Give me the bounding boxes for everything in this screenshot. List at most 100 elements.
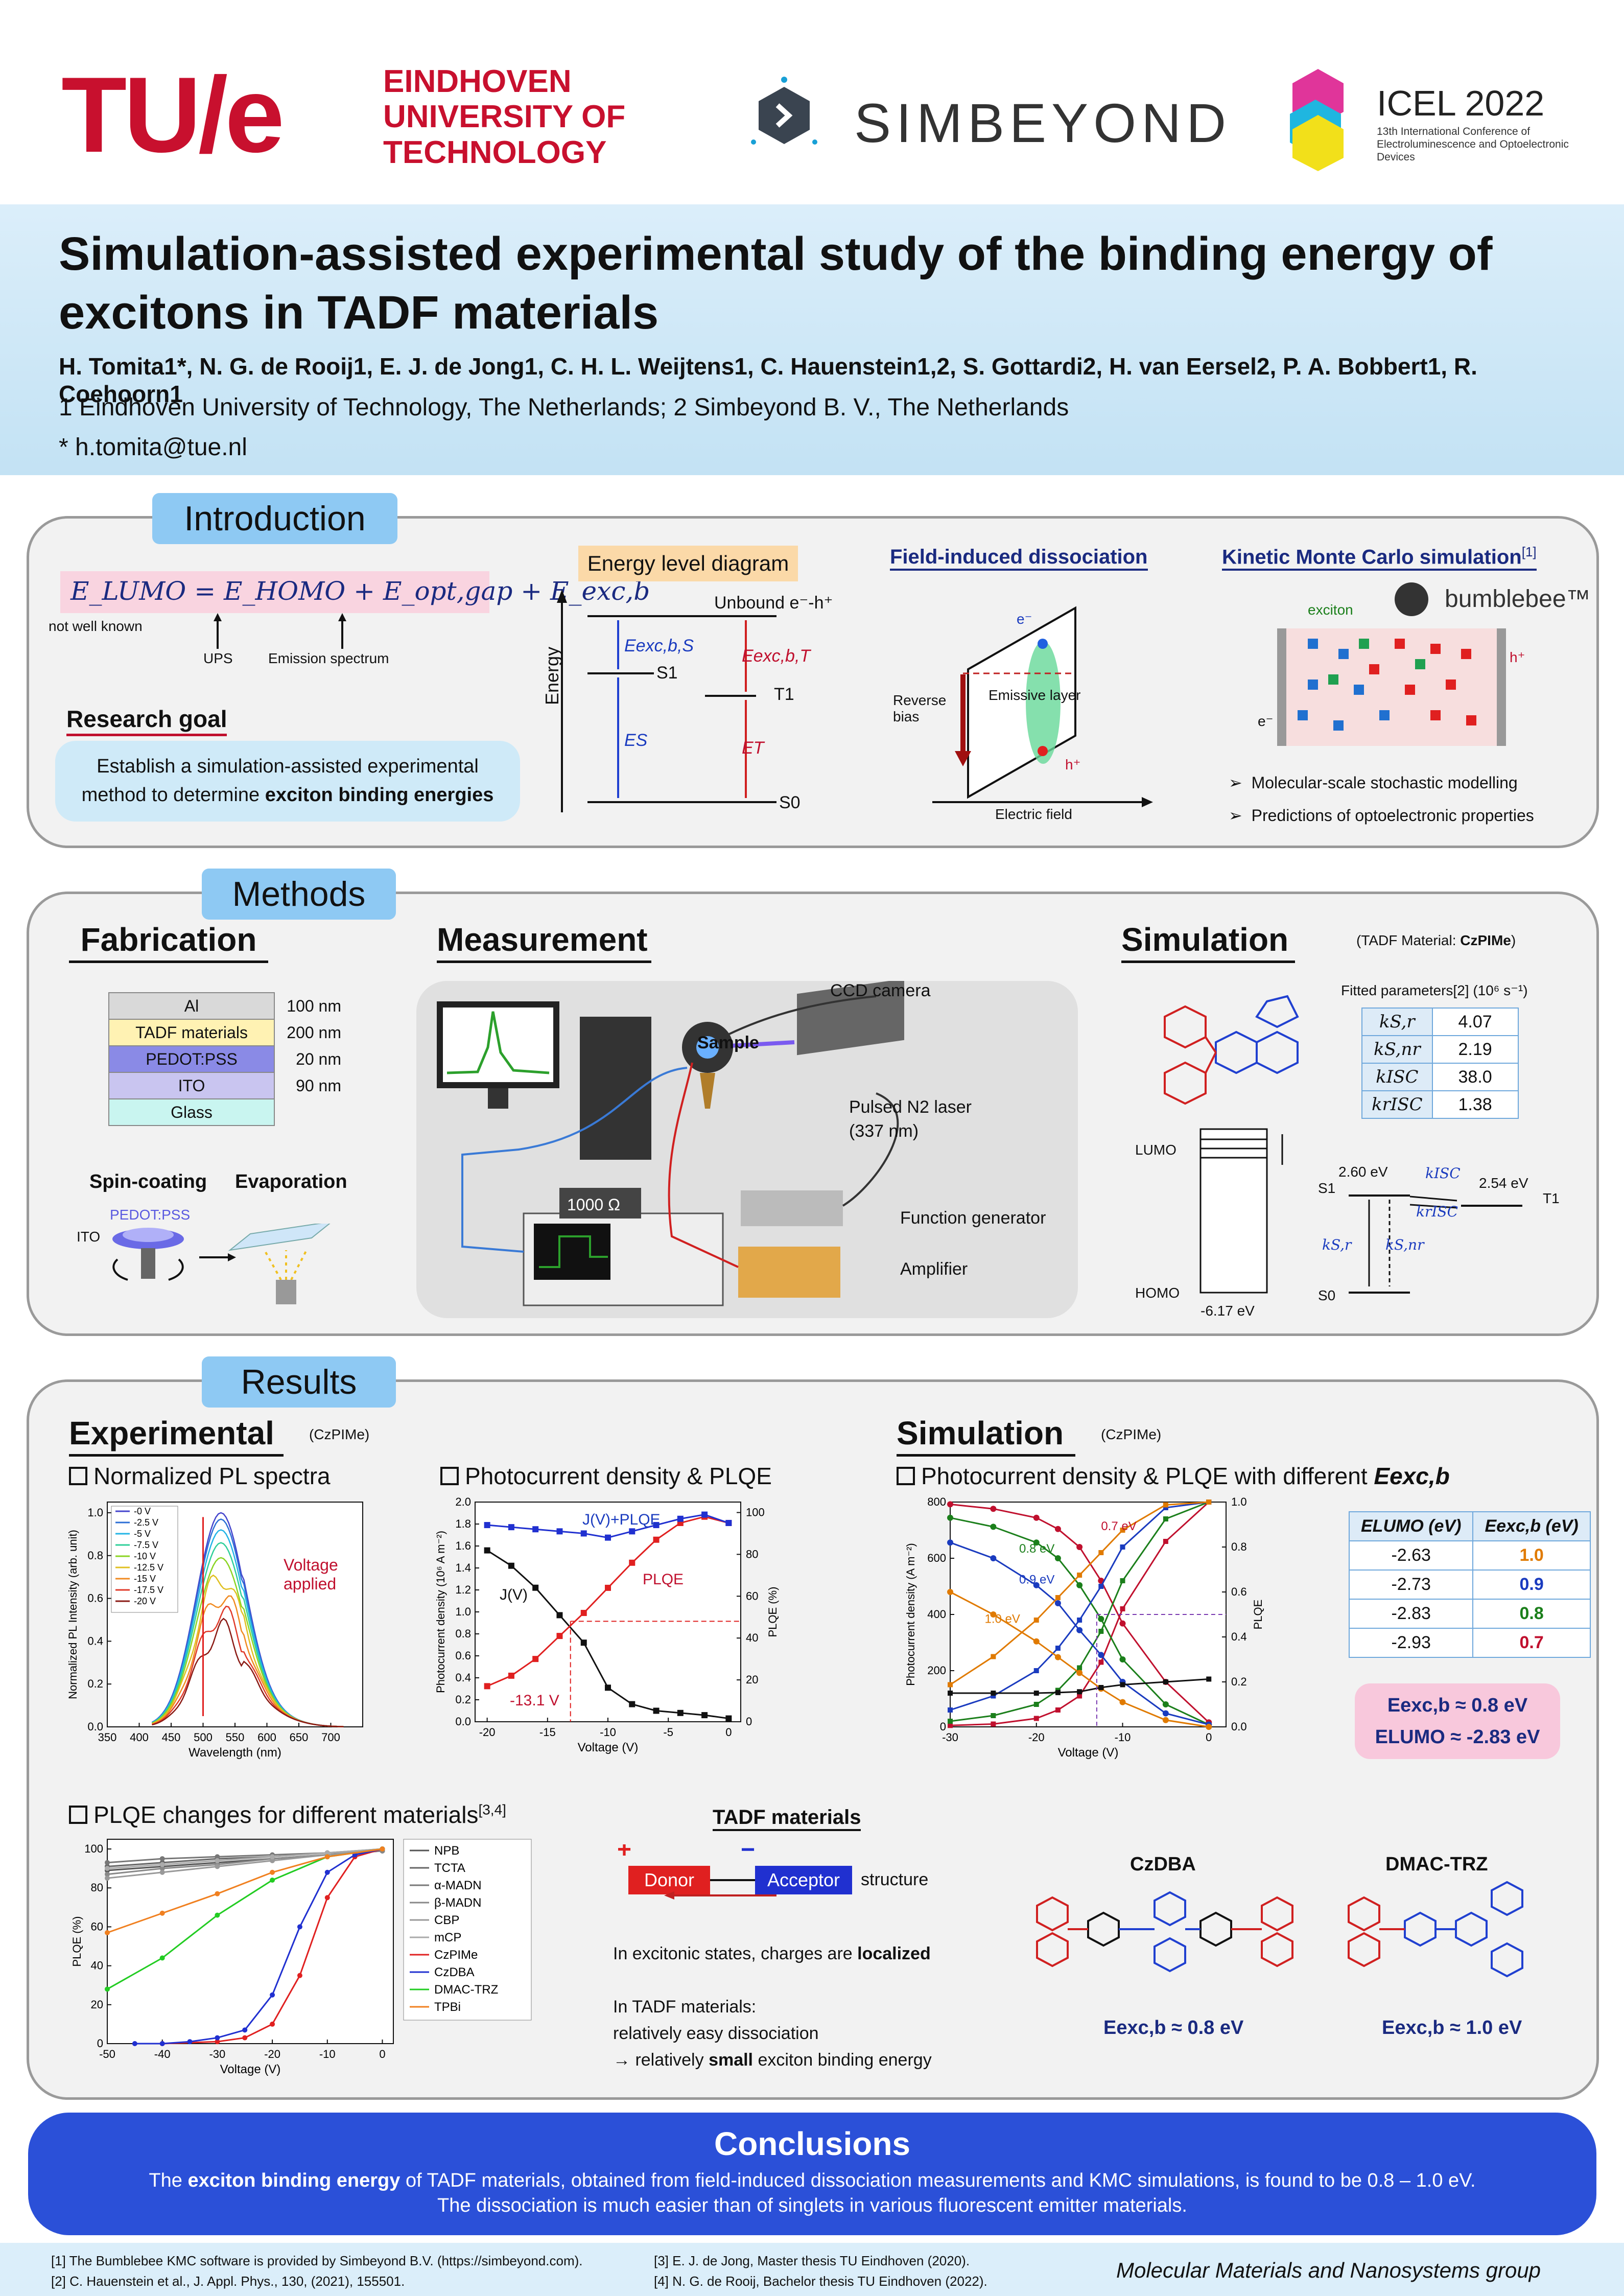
plqe-series-point	[270, 1992, 275, 1998]
sim-j-point	[1077, 1693, 1082, 1699]
conclusions-heading: Conclusions	[714, 2125, 911, 2162]
ups-label: UPS	[203, 650, 233, 666]
sim-j-point	[1098, 1629, 1104, 1634]
simbeyond-name: SIMBEYOND	[854, 92, 1232, 154]
dmac-trz-structure	[1348, 1881, 1523, 1978]
plqe-series-point	[105, 1871, 110, 1877]
fid-reverse-label: Reverse bias	[893, 692, 947, 724]
plqe-series-point	[324, 1895, 330, 1901]
simulation-heading: Simulation	[1121, 921, 1295, 963]
sim-plqe-point	[947, 1539, 953, 1546]
x-axis-label: Voltage (V)	[578, 1741, 639, 1754]
y-tick-label: 0.0	[455, 1715, 471, 1728]
y-tick-label: 0.2	[87, 1677, 103, 1690]
donor-acceptor-diagram: + −	[617, 1844, 776, 1900]
plqe-series-point	[105, 1860, 110, 1865]
plqe-series-point	[105, 1986, 110, 1992]
x-tick-label: -10	[600, 1726, 616, 1739]
poster-title: Simulation-assisted experimental study o…	[59, 228, 1493, 339]
equation-box	[60, 571, 489, 613]
reference-4: [4] N. G. de Rooij, Bachelor thesis TU E…	[654, 2274, 987, 2289]
sim-plqe-point	[1054, 1555, 1061, 1561]
y-tick-label: 400	[927, 1608, 946, 1621]
legend-label: -2.5 V	[134, 1517, 158, 1528]
kmc-bullet: ➢ Molecular-scale stochastic modelling	[1229, 774, 1518, 792]
plqe-series-point	[270, 2021, 275, 2027]
x-tick-label: -20	[1028, 1731, 1045, 1744]
title-banner	[0, 204, 1624, 475]
t1-energy: 2.54 eV	[1479, 1175, 1528, 1191]
plqe-series-point	[159, 1955, 165, 1961]
icel-name: ICEL 2022	[1377, 83, 1545, 123]
kmc-exciton-label: exciton	[1308, 602, 1353, 618]
y-tick-label: 0.4	[455, 1671, 471, 1684]
results-heading: Results	[202, 1356, 396, 1408]
pc-series-point	[556, 1528, 563, 1535]
legend-label: -15 V	[134, 1574, 156, 1584]
pc-series-point	[532, 1584, 539, 1591]
y-tick-label: 40	[91, 1959, 103, 1972]
homo-label: HOMO	[1135, 1285, 1180, 1301]
plqe-series-point	[105, 1876, 110, 1881]
y-tick-label: 2.0	[455, 1495, 471, 1508]
dissociation-line: In TADF materials:	[613, 1997, 757, 2017]
tadf-material-name: CzPIMe	[1460, 932, 1511, 948]
plqe-series-point	[159, 1866, 165, 1871]
plqe-series-line	[162, 1848, 383, 2045]
pl-spectra-chart: 350 400 450 500 550 600 650 700 0.0 0.2 0.4 0.6 0.8 1…	[66, 1502, 363, 1760]
layer-thickness	[274, 1099, 342, 1126]
dissoc-bold: small	[709, 2050, 754, 2070]
sim-series-label: 0.7 eV	[1101, 1519, 1136, 1533]
plqe-series-point	[380, 1846, 385, 1852]
contact-email: * h.tomita@tue.nl	[59, 434, 247, 461]
plqe-series-point	[242, 2035, 248, 2041]
ksr-label: kS,r	[1322, 1236, 1352, 1253]
y-tick-label: 600	[927, 1552, 946, 1564]
pc-series-point	[677, 1709, 684, 1716]
plqe-series-point	[242, 2027, 248, 2033]
localized-text: In excitonic states, charges are localiz…	[613, 1944, 931, 1964]
electron-label: e⁻	[1017, 611, 1032, 627]
eexc-table-cell: -2.73	[1348, 1569, 1474, 1600]
y-tick-label: 1.8	[455, 1517, 471, 1530]
layer-thickness: 200 nm	[287, 1023, 341, 1042]
pc-series-point	[653, 1522, 660, 1529]
plqe-series-point	[105, 1930, 110, 1935]
plqe-series-line	[107, 1848, 383, 1879]
plqe-materials-chart: -50 -40 -30 -20 -10 0 0 20 40 60 80 100 Voltage (V) P…	[70, 1839, 532, 2076]
x-tick-label: 550	[226, 1731, 245, 1744]
sim-j-point	[1033, 1668, 1039, 1673]
y-tick-label: 0.4	[87, 1634, 103, 1647]
x-tick-label: -50	[99, 2048, 115, 2060]
x-tick-label: 350	[98, 1731, 117, 1744]
x-axis-label: Voltage (V)	[220, 2063, 281, 2076]
param-name: krISC	[1361, 1090, 1433, 1119]
sim-plqe-point	[1119, 1656, 1126, 1662]
pc-series-point	[725, 1715, 732, 1722]
y2-tick-label: 0.0	[1231, 1720, 1247, 1733]
conclusions-line: The dissociation is much easier than of …	[437, 2195, 1187, 2216]
pc-series-point	[484, 1547, 490, 1554]
sim-plqe-point	[1076, 1582, 1083, 1588]
plqe-materials-title: PLQE changes for different materials[3,4…	[69, 1801, 506, 1829]
czpime-structure	[1164, 995, 1299, 1105]
energy-axis-label: Energy	[542, 646, 562, 705]
plqe-series-line	[134, 1848, 383, 2045]
jv-plqe-label: J(V)+PLQE	[582, 1511, 661, 1528]
legend-label: -0 V	[134, 1506, 151, 1516]
sim-j-point	[1055, 1707, 1061, 1713]
plqe-title-text: PLQE changes for different materials	[93, 1801, 479, 1828]
sim-plqe-point	[1033, 1638, 1040, 1645]
research-goal-box: Establish a simulation-assisted experime…	[55, 741, 520, 822]
sim-plqe-point	[1119, 1620, 1126, 1627]
voltage-marker-label: -13.1 V	[510, 1692, 559, 1709]
eexc-table: ELUMO (eV) Eexc,b (eV) -2.63 1.0 -2.73 0.9 …	[1348, 1511, 1591, 1658]
x-tick-label: 0	[1206, 1731, 1212, 1744]
pc-series-point	[484, 1522, 490, 1529]
plqe-series-point	[215, 1891, 220, 1896]
plqe-series-point	[159, 1869, 165, 1875]
pc-series-point	[605, 1684, 611, 1691]
sim-plqe-point	[1033, 1514, 1040, 1521]
icel-subtitle: 13th International Conference of Electro…	[1377, 126, 1569, 163]
methods-heading: Methods	[202, 869, 396, 920]
